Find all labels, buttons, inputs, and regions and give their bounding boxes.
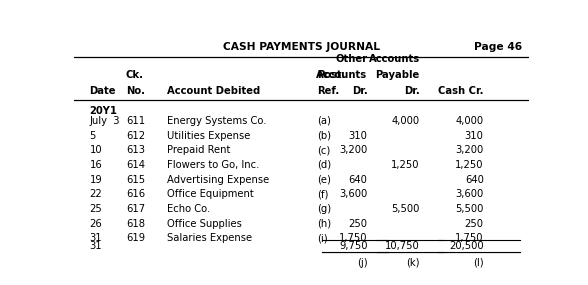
Text: 250: 250 bbox=[465, 219, 483, 229]
Text: (j): (j) bbox=[357, 258, 368, 268]
Text: 613: 613 bbox=[126, 145, 145, 155]
Text: (e): (e) bbox=[318, 175, 331, 185]
Text: Salaries Expense: Salaries Expense bbox=[167, 233, 252, 243]
Text: 20,500: 20,500 bbox=[449, 241, 483, 251]
Text: Dr.: Dr. bbox=[404, 86, 420, 96]
Text: 615: 615 bbox=[126, 175, 145, 185]
Text: Accounts: Accounts bbox=[369, 54, 420, 64]
Text: CASH PAYMENTS JOURNAL: CASH PAYMENTS JOURNAL bbox=[223, 42, 380, 52]
Text: 3,200: 3,200 bbox=[455, 145, 483, 155]
Text: Payable: Payable bbox=[376, 70, 420, 80]
Text: Energy Systems Co.: Energy Systems Co. bbox=[167, 116, 266, 126]
Text: 10: 10 bbox=[89, 145, 102, 155]
Text: 22: 22 bbox=[89, 189, 102, 199]
Text: (k): (k) bbox=[406, 258, 420, 268]
Text: 1,250: 1,250 bbox=[392, 160, 420, 170]
Text: 4,000: 4,000 bbox=[392, 116, 420, 126]
Text: Office Equipment: Office Equipment bbox=[167, 189, 253, 199]
Text: Echo Co.: Echo Co. bbox=[167, 204, 210, 214]
Text: Prepaid Rent: Prepaid Rent bbox=[167, 145, 230, 155]
Text: 9,750: 9,750 bbox=[339, 241, 368, 251]
Text: 26: 26 bbox=[89, 219, 102, 229]
Text: (h): (h) bbox=[318, 219, 332, 229]
Text: 16: 16 bbox=[89, 160, 102, 170]
Text: Accounts: Accounts bbox=[316, 70, 368, 80]
Text: Date: Date bbox=[89, 86, 116, 96]
Text: 614: 614 bbox=[126, 160, 145, 170]
Text: 3,200: 3,200 bbox=[339, 145, 368, 155]
Text: (a): (a) bbox=[318, 116, 331, 126]
Text: 616: 616 bbox=[126, 189, 145, 199]
Text: Ck.: Ck. bbox=[126, 70, 144, 80]
Text: 4,000: 4,000 bbox=[456, 116, 483, 126]
Text: 3,600: 3,600 bbox=[339, 189, 368, 199]
Text: Advertising Expense: Advertising Expense bbox=[167, 175, 269, 185]
Text: No.: No. bbox=[126, 86, 145, 96]
Text: Other: Other bbox=[335, 54, 368, 64]
Text: (g): (g) bbox=[318, 204, 332, 214]
Text: (d): (d) bbox=[318, 160, 332, 170]
Text: 5,500: 5,500 bbox=[392, 204, 420, 214]
Text: 640: 640 bbox=[465, 175, 483, 185]
Text: 611: 611 bbox=[126, 116, 145, 126]
Text: 612: 612 bbox=[126, 131, 145, 141]
Text: 31: 31 bbox=[89, 233, 102, 243]
Text: 20Y1: 20Y1 bbox=[89, 105, 118, 115]
Text: (i): (i) bbox=[318, 233, 328, 243]
Text: 5,500: 5,500 bbox=[455, 204, 483, 214]
Text: 3,600: 3,600 bbox=[455, 189, 483, 199]
Text: Dr.: Dr. bbox=[352, 86, 368, 96]
Text: Office Supplies: Office Supplies bbox=[167, 219, 242, 229]
Text: Cash Cr.: Cash Cr. bbox=[438, 86, 483, 96]
Text: 617: 617 bbox=[126, 204, 145, 214]
Text: 25: 25 bbox=[89, 204, 102, 214]
Text: Account Debited: Account Debited bbox=[167, 86, 260, 96]
Text: 1,750: 1,750 bbox=[339, 233, 368, 243]
Text: 19: 19 bbox=[89, 175, 102, 185]
Text: 31: 31 bbox=[89, 241, 102, 251]
Text: 310: 310 bbox=[465, 131, 483, 141]
Text: 1,750: 1,750 bbox=[455, 233, 483, 243]
Text: (f): (f) bbox=[318, 189, 329, 199]
Text: (b): (b) bbox=[318, 131, 331, 141]
Text: Flowers to Go, Inc.: Flowers to Go, Inc. bbox=[167, 160, 259, 170]
Text: 1,250: 1,250 bbox=[455, 160, 483, 170]
Text: 640: 640 bbox=[349, 175, 368, 185]
Text: Utilities Expense: Utilities Expense bbox=[167, 131, 250, 141]
Text: 10,750: 10,750 bbox=[385, 241, 420, 251]
Text: Page 46: Page 46 bbox=[475, 42, 522, 52]
Text: 618: 618 bbox=[126, 219, 145, 229]
Text: (c): (c) bbox=[318, 145, 330, 155]
Text: 250: 250 bbox=[349, 219, 368, 229]
Text: (l): (l) bbox=[473, 258, 483, 268]
Text: Post.: Post. bbox=[318, 70, 346, 80]
Text: 5: 5 bbox=[89, 131, 96, 141]
Text: Ref.: Ref. bbox=[318, 86, 339, 96]
Text: July  3: July 3 bbox=[89, 116, 120, 126]
Text: 310: 310 bbox=[349, 131, 368, 141]
Text: 619: 619 bbox=[126, 233, 145, 243]
